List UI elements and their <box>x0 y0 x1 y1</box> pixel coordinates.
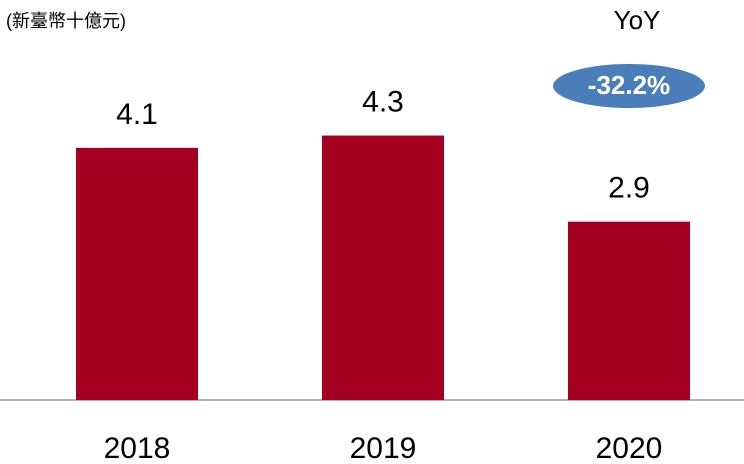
x-tick-label: 2018 <box>104 432 171 464</box>
data-label: 2.9 <box>608 172 650 205</box>
bar <box>322 135 444 401</box>
data-label: 4.1 <box>116 98 158 131</box>
annotation-badge-shape <box>553 64 705 108</box>
bar <box>568 221 690 400</box>
x-tick-label: 2019 <box>350 432 417 464</box>
x-tick-label: 2020 <box>596 432 663 464</box>
annotation-badge: -32.2% <box>588 70 670 100</box>
annotation-label: YoY <box>614 5 661 35</box>
bar <box>76 147 198 400</box>
data-label: 4.3 <box>362 85 404 118</box>
chart-subtitle: (新臺幣十億元) <box>6 11 126 31</box>
